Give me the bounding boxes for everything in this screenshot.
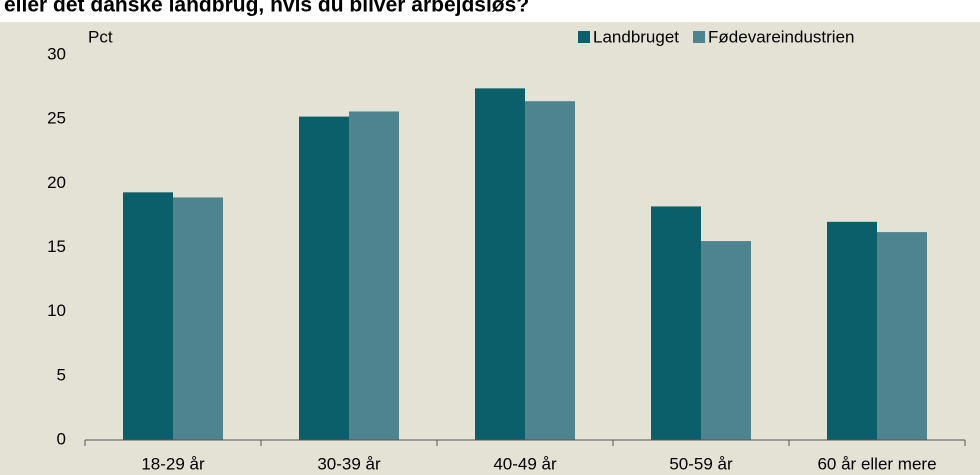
y-tick-label: 10: [47, 301, 66, 320]
legend-swatch: [693, 31, 706, 43]
bar: [173, 197, 223, 440]
x-tick-label: 40-49 år: [493, 454, 557, 473]
y-tick-label: 30: [47, 44, 66, 63]
x-tick-label: 60 år eller mere: [817, 454, 936, 473]
x-tick-label: 18-29 år: [141, 454, 205, 473]
bar: [651, 206, 701, 440]
bar: [525, 101, 575, 440]
chart-title: eller det danske landbrug, hvis du blive…: [4, 0, 529, 17]
bar: [299, 116, 349, 440]
legend-swatch: [578, 31, 590, 43]
legend-label: Fødevareindustrien: [708, 27, 854, 46]
legend-label: Landbruget: [593, 27, 679, 46]
bar: [123, 192, 173, 440]
bar: [475, 88, 525, 440]
bar: [827, 221, 877, 440]
x-tick-label: 50-59 år: [669, 454, 733, 473]
y-tick-label: 5: [57, 365, 66, 384]
y-tick-label: 0: [57, 429, 66, 448]
y-axis-label: Pct: [88, 27, 113, 46]
y-tick-label: 25: [47, 109, 66, 128]
y-tick-label: 20: [47, 173, 66, 192]
x-tick-label: 30-39 år: [317, 454, 381, 473]
bar: [877, 232, 927, 440]
y-tick-label: 15: [47, 237, 66, 256]
bar: [349, 111, 399, 440]
bar: [701, 241, 751, 440]
